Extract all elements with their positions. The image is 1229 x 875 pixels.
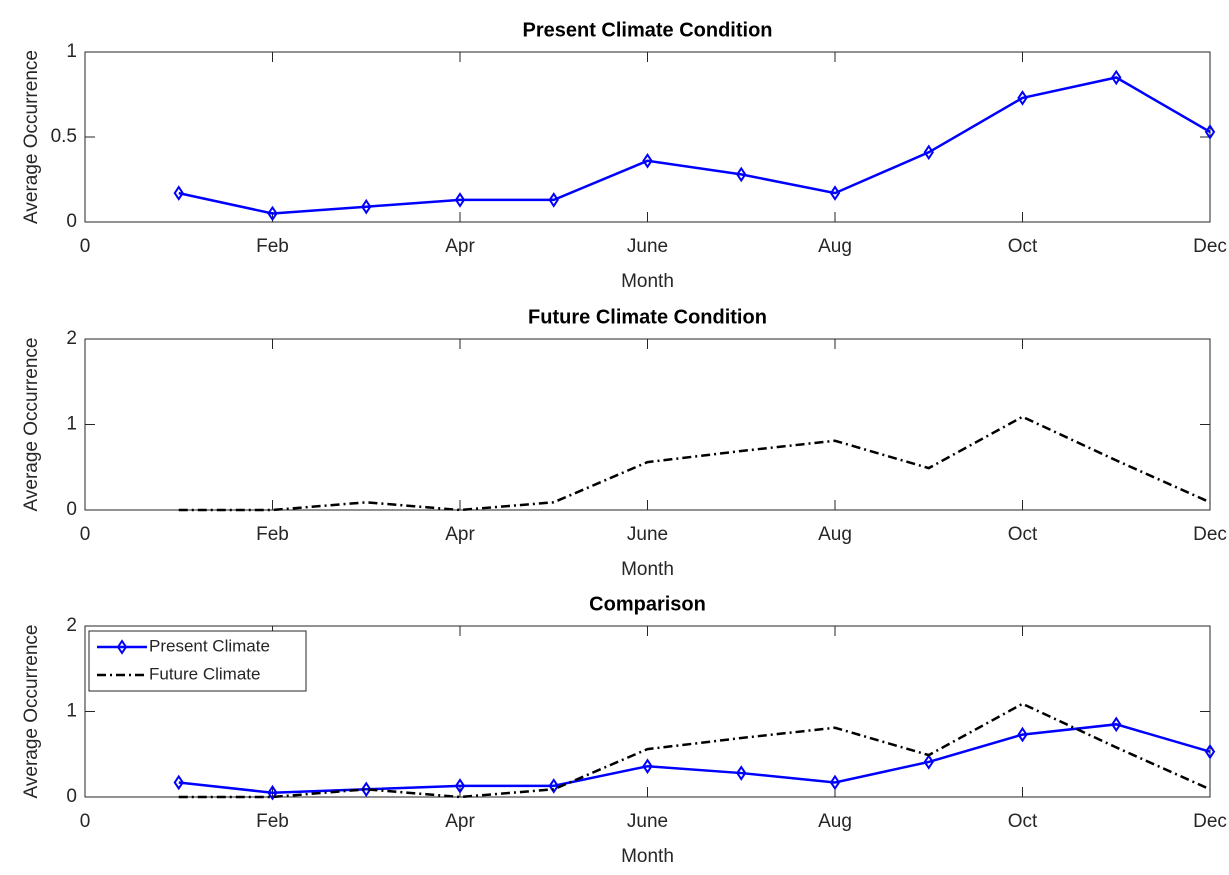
data-line xyxy=(178,76,1211,215)
y-tick-label: 0.5 xyxy=(51,126,77,147)
data-point xyxy=(267,205,278,222)
data-point xyxy=(361,781,372,798)
data-point xyxy=(1017,726,1028,743)
y-tick-label: 0 xyxy=(66,786,77,807)
data-point xyxy=(267,784,278,801)
legend-box xyxy=(88,630,307,692)
data-point xyxy=(1111,69,1122,86)
data-point xyxy=(1204,124,1216,140)
y-tick-label: 1 xyxy=(66,41,77,62)
x-tick-label: Feb xyxy=(256,524,289,545)
data-point xyxy=(736,166,747,183)
x-tick-label: Aug xyxy=(818,811,852,832)
data-point xyxy=(923,144,934,161)
data-line xyxy=(178,415,1211,512)
x-tick-label: Oct xyxy=(1008,236,1038,257)
data-point xyxy=(1204,743,1216,760)
x-tick-label: Dec xyxy=(1193,811,1227,832)
y-axis-label: Average Occurrence xyxy=(21,625,42,799)
x-axis-label: Month xyxy=(621,271,674,292)
y-tick-label: 1 xyxy=(66,701,77,722)
y-axis-label: Average Occurrence xyxy=(21,338,42,512)
x-axis-label: Month xyxy=(621,846,674,867)
data-point xyxy=(829,185,841,201)
x-tick-label: 0 xyxy=(80,236,91,257)
x-tick-label: 0 xyxy=(80,811,91,832)
data-point xyxy=(454,192,466,208)
x-tick-label: June xyxy=(627,811,668,832)
x-tick-label: Oct xyxy=(1008,524,1038,545)
x-tick-label: Oct xyxy=(1008,811,1038,832)
x-tick-label: 0 xyxy=(80,524,91,545)
y-axis-label: Average Occurrence xyxy=(21,50,42,224)
chart-title: Present Climate Condition xyxy=(522,19,772,41)
x-tick-label: Feb xyxy=(256,236,289,257)
x-tick-label: Apr xyxy=(445,524,475,545)
data-point xyxy=(548,192,559,208)
x-tick-label: Aug xyxy=(818,524,852,545)
data-point xyxy=(361,198,372,215)
axes-box xyxy=(84,51,1211,223)
x-tick-label: Dec xyxy=(1193,524,1227,545)
data-point xyxy=(923,754,934,770)
x-tick-label: Dec xyxy=(1193,236,1227,257)
data-point xyxy=(454,778,466,794)
data-point xyxy=(642,758,653,775)
chart-title: Comparison xyxy=(589,593,706,615)
data-point xyxy=(642,152,653,169)
x-tick-label: June xyxy=(627,236,668,257)
x-axis-label: Month xyxy=(621,559,674,580)
data-point xyxy=(1017,90,1028,106)
y-tick-label: 0 xyxy=(66,499,77,520)
data-point xyxy=(736,765,747,781)
legend-marker xyxy=(116,639,128,655)
data-line xyxy=(178,702,1211,799)
x-tick-label: Aug xyxy=(818,236,852,257)
y-tick-label: 2 xyxy=(66,328,77,349)
data-point xyxy=(173,185,184,201)
x-tick-label: June xyxy=(627,524,668,545)
x-tick-label: Apr xyxy=(445,236,475,257)
legend-label: Future Climate xyxy=(149,664,260,683)
data-point xyxy=(173,774,184,791)
data-point xyxy=(548,778,559,794)
y-tick-label: 0 xyxy=(66,211,77,232)
data-point xyxy=(829,774,841,791)
data-point xyxy=(1111,716,1122,733)
legend-label: Present Climate xyxy=(149,636,270,655)
x-tick-label: Apr xyxy=(445,811,475,832)
y-tick-label: 1 xyxy=(66,414,77,435)
chart-title: Future Climate Condition xyxy=(528,306,767,328)
axes-box xyxy=(84,338,1211,511)
y-tick-label: 2 xyxy=(66,615,77,636)
x-tick-label: Feb xyxy=(256,811,289,832)
